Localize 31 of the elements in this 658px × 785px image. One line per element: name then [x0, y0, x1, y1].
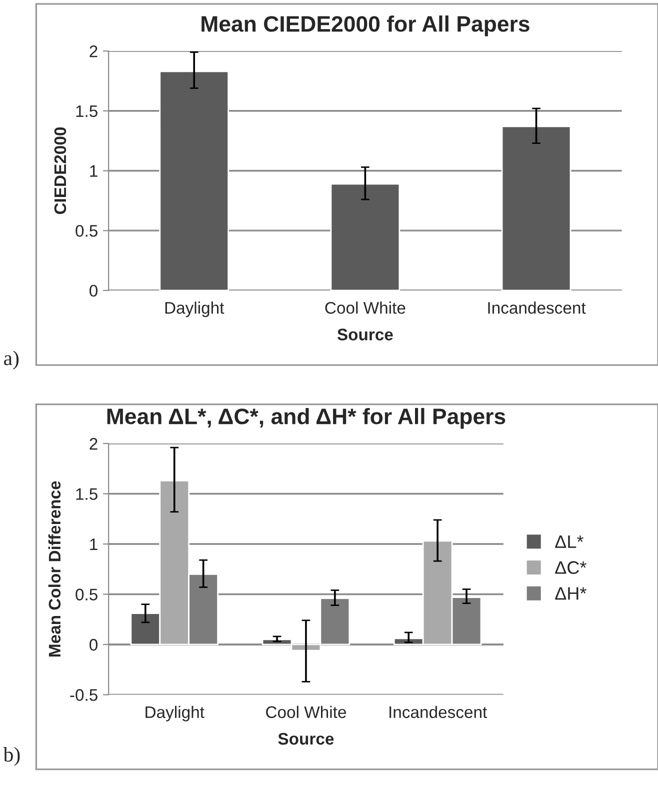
x-tick-label: Cool White: [325, 302, 406, 314]
x-axis-title: Source: [337, 328, 393, 340]
bar: [159, 70, 230, 290]
legend-label: ΔH*: [555, 587, 586, 600]
y-axis-title: Mean Color Difference: [48, 481, 61, 656]
y-tick-label: 1: [90, 538, 98, 550]
y-tick-label: 0.5: [76, 588, 98, 600]
y-tick-label: 2: [90, 45, 98, 58]
y-tick-label: 1.5: [76, 105, 98, 118]
legend-label: ΔC*: [555, 561, 586, 574]
text: b): [3, 746, 20, 766]
x-tick-label: Daylight: [165, 302, 224, 318]
x-tick-label: Incandescent: [488, 302, 586, 314]
chart-title: Mean ΔL*, ΔC*, and ΔH* for All Papers: [107, 408, 506, 429]
chart-title: Mean CIEDE2000 for All Papers: [202, 15, 530, 36]
y-tick-label: 1.5: [76, 488, 98, 500]
y-tick-label: 0.5: [76, 224, 98, 237]
text: a): [4, 350, 19, 370]
y-tick-label: 2: [90, 438, 98, 450]
x-tick-label: Daylight: [146, 706, 204, 722]
bar: [330, 183, 400, 290]
x-tick-label: Cool White: [266, 706, 346, 718]
y-tick-label: 0: [90, 284, 98, 297]
bar: [501, 126, 572, 290]
y-tick-label: 1: [90, 165, 98, 177]
y-axis-title: CIEDE2000: [54, 127, 66, 214]
legend-label: ΔL*: [555, 536, 584, 548]
y-tick-label: -0.5: [70, 689, 98, 701]
y-tick-label: 0: [90, 638, 98, 651]
x-tick-label: Incandescent: [390, 706, 488, 718]
x-axis-title: Source: [278, 732, 334, 745]
